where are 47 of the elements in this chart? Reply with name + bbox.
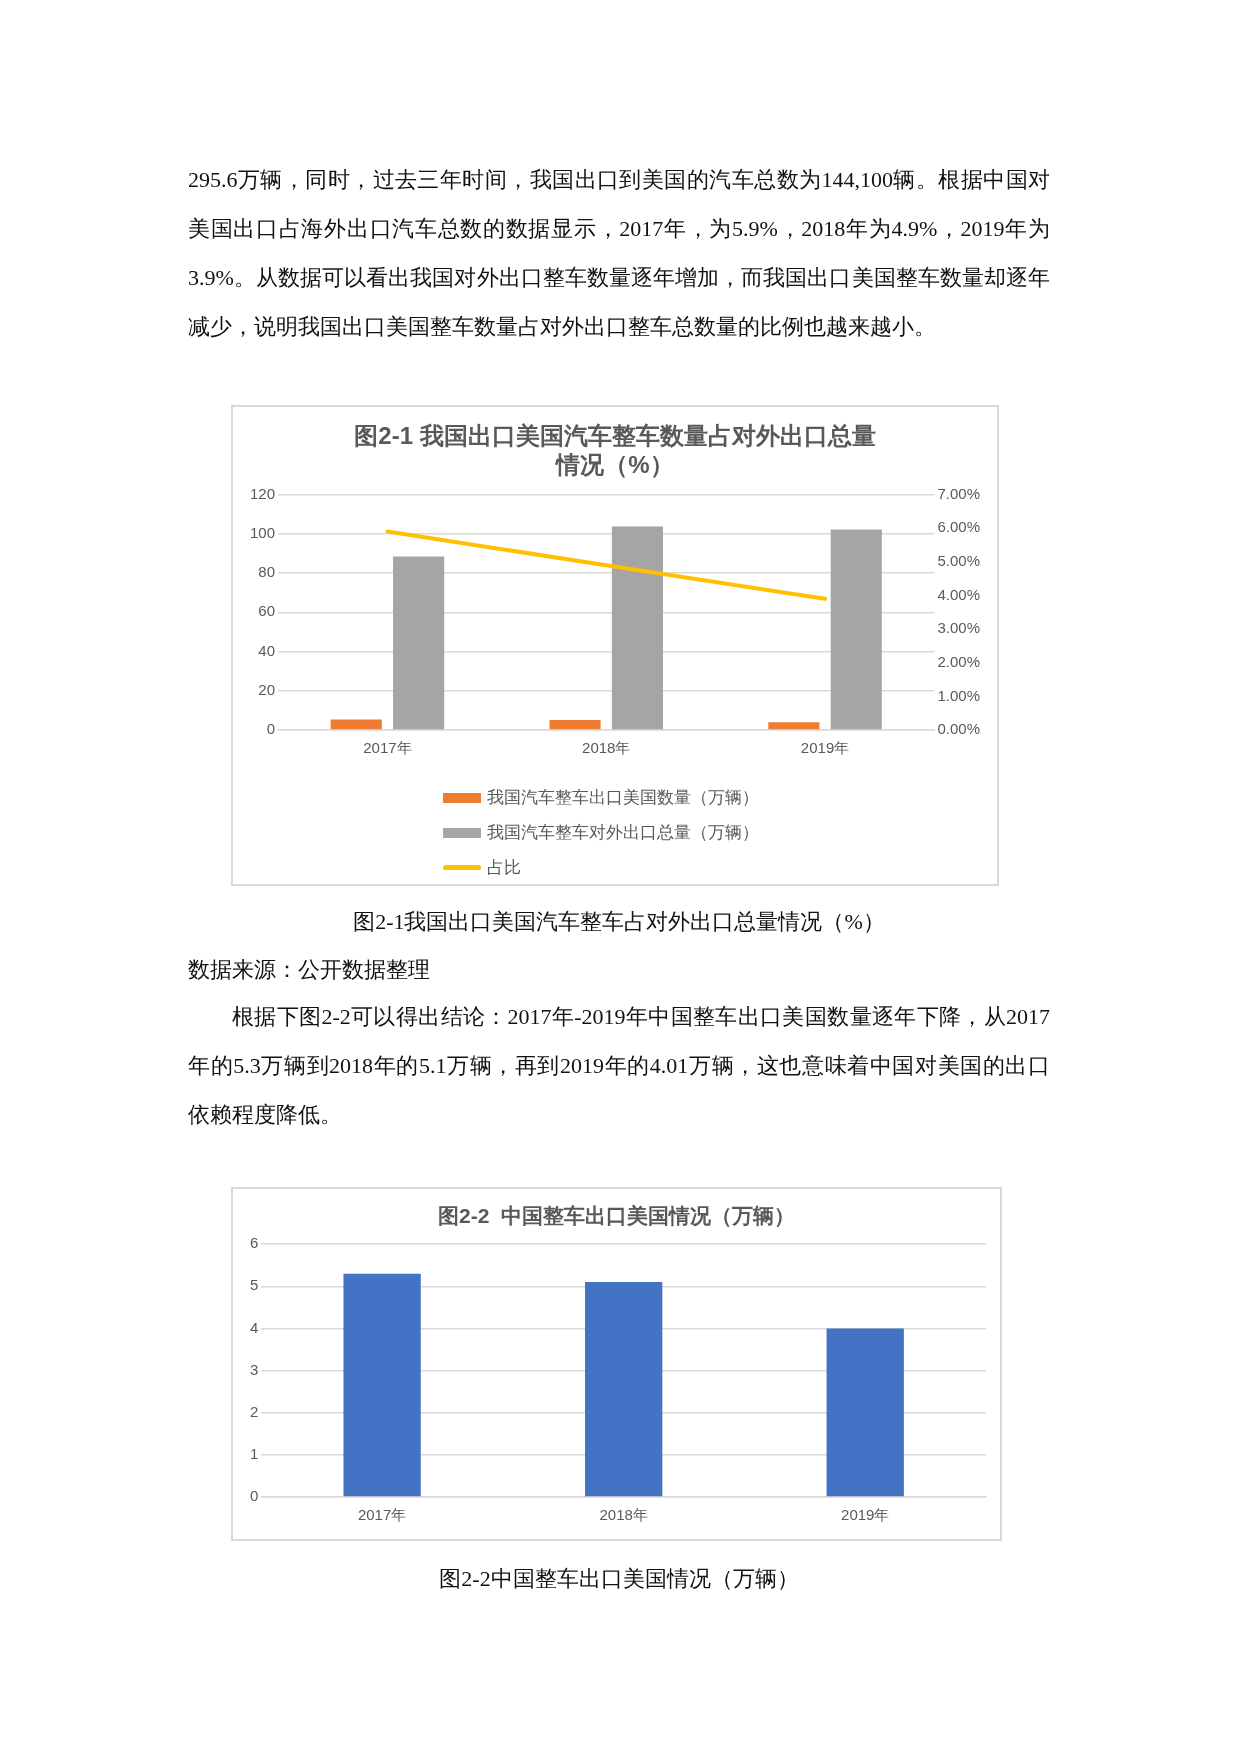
y2-tick-label: 0.00% xyxy=(937,720,981,738)
y-tick-label: 120 xyxy=(250,484,276,502)
text: 根据下图2-2可以得出结论：2017年-2019年中国整车出口美国数量逐年下降，从2017年的5.3万辆到2018年的5.1万辆，再到2019年的4.01万辆，这也意味着中国对美国的出口依赖程度降低。 xyxy=(188,1003,1050,1129)
y2-tick-label: 2.00% xyxy=(937,652,981,670)
x-tick-label: 2018年 xyxy=(582,739,631,757)
y-tick-label: 4 xyxy=(250,1318,259,1336)
y2-tick-label: 5.00% xyxy=(937,552,981,569)
chart-title: 图2-1 我国出口美国汽车整车数量占对外出口总量情况（%） xyxy=(354,422,876,478)
chart-title: 图2-2 中国整车出口美国情况（万辆） xyxy=(437,1204,796,1228)
y-tick-label: 2 xyxy=(250,1402,259,1420)
y-tick-label: 0 xyxy=(266,720,276,738)
bar xyxy=(826,1328,904,1497)
bar xyxy=(830,529,882,730)
x-tick-label: 2019年 xyxy=(841,1506,890,1524)
bar xyxy=(611,526,663,730)
y-tick-label: 1 xyxy=(250,1445,259,1463)
bar xyxy=(585,1282,663,1497)
y2-tick-label: 4.00% xyxy=(937,585,981,603)
y-tick-label: 5 xyxy=(250,1276,259,1294)
y2-tick-label: 1.00% xyxy=(937,686,981,704)
y-tick-label: 6 xyxy=(250,1234,259,1252)
text: 295.6万辆，同时，过去三年时间，我国出口到美国的汽车总数为144,100辆。根据中国对美国出口占海外出口汽车总数的数据显示，2017年，为5.9%，2018年为4.9%，2019年为3.9%。从数据可以看出我国对外出口整车数量逐年增加，而我国出口美国整车数量却逐年减少，说明我国出口美国整车数量占对外出口整车总数量的比例也越来越小。 xyxy=(188,166,1050,341)
legend-label: 占比 xyxy=(487,857,521,879)
bar xyxy=(768,722,820,730)
y-tick-label: 100 xyxy=(250,523,276,541)
source-note: 数据来源：公开数据整理 xyxy=(188,956,431,984)
legend-label: 我国汽车整车对外出口总量（万辆） xyxy=(487,822,759,844)
y-tick-label: 0 xyxy=(250,1487,259,1505)
x-tick-label: 2017年 xyxy=(357,1506,407,1524)
x-tick-label: 2019年 xyxy=(800,739,850,757)
y2-tick-label: 6.00% xyxy=(937,518,981,536)
caption: 图2-1我国出口美国汽车整车占对外出口总量情况（%） xyxy=(352,908,886,936)
x-tick-label: 2018年 xyxy=(599,1506,648,1524)
y-tick-label: 80 xyxy=(258,563,276,581)
y-tick-label: 20 xyxy=(258,680,276,698)
y-tick-label: 60 xyxy=(258,602,276,620)
bar xyxy=(343,1273,421,1497)
bar xyxy=(549,720,601,730)
y2-tick-label: 3.00% xyxy=(937,619,981,637)
caption: 图2-2中国整车出口美国情况（万辆） xyxy=(438,1565,800,1593)
y-tick-label: 3 xyxy=(250,1360,259,1378)
y2-tick-label: 7.00% xyxy=(937,484,981,502)
legend-label: 我国汽车整车出口美国数量（万辆） xyxy=(487,787,759,809)
bar xyxy=(393,556,445,730)
y-tick-label: 40 xyxy=(258,641,276,659)
x-tick-label: 2017年 xyxy=(363,739,412,757)
bar xyxy=(330,719,382,730)
